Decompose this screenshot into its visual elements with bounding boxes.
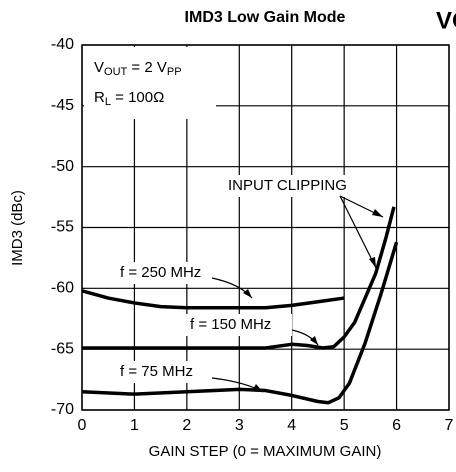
series-line (82, 206, 396, 350)
arrow (339, 195, 377, 269)
y-tick-label: -45 (51, 97, 74, 114)
y-axis-label: IMD3 (dBc) (9, 190, 26, 266)
arrow-head (253, 384, 263, 392)
arrow-head (310, 336, 318, 345)
x-tick-label: 0 (78, 417, 87, 434)
annotations: VOUT = 2 VPP RL = 100Ω INPUT CLIPPING f … (84, 47, 384, 393)
lines (81, 206, 399, 405)
arrow-head (369, 257, 376, 268)
label-bg (116, 262, 212, 284)
x-tick-label: 6 (392, 417, 401, 434)
y-tick-label: -50 (51, 158, 74, 175)
annotation: VOUT = 2 VPP (94, 59, 182, 78)
x-axis-label: GAIN STEP (0 = MAXIMUM GAIN) (149, 443, 382, 460)
x-tick-label: 5 (340, 417, 349, 434)
label-bg (116, 361, 212, 383)
annotation: INPUT CLIPPING (228, 177, 347, 194)
corner-text: VO (436, 7, 456, 34)
label-bg (186, 314, 292, 336)
arrow-head (243, 289, 252, 298)
y-tick-label: -40 (51, 36, 74, 53)
x-tick-label: 3 (235, 417, 244, 434)
series-label: f = 250 MHz (120, 264, 201, 281)
x-tick-label: 4 (287, 417, 296, 434)
arrow-head (372, 209, 383, 217)
series-label: f = 75 MHz (120, 363, 193, 380)
series-line (81, 289, 345, 310)
series-label: f = 150 MHz (190, 316, 271, 333)
label-bg (223, 175, 383, 197)
y-tick-label: -55 (51, 219, 74, 236)
y-tick-label: -65 (51, 340, 74, 357)
x-tick-label: 7 (445, 417, 454, 434)
y-tick-label: -60 (51, 280, 74, 297)
x-tick-label: 2 (182, 417, 191, 434)
plot-frame (81, 44, 450, 411)
y-tick-label: -70 (51, 401, 74, 418)
series-line (81, 241, 399, 405)
label-bg (84, 47, 216, 119)
annotation: RL = 100Ω (94, 89, 164, 108)
chart-title: IMD3 Low Gain Mode (185, 9, 346, 26)
x-tick-label: 1 (130, 417, 139, 434)
